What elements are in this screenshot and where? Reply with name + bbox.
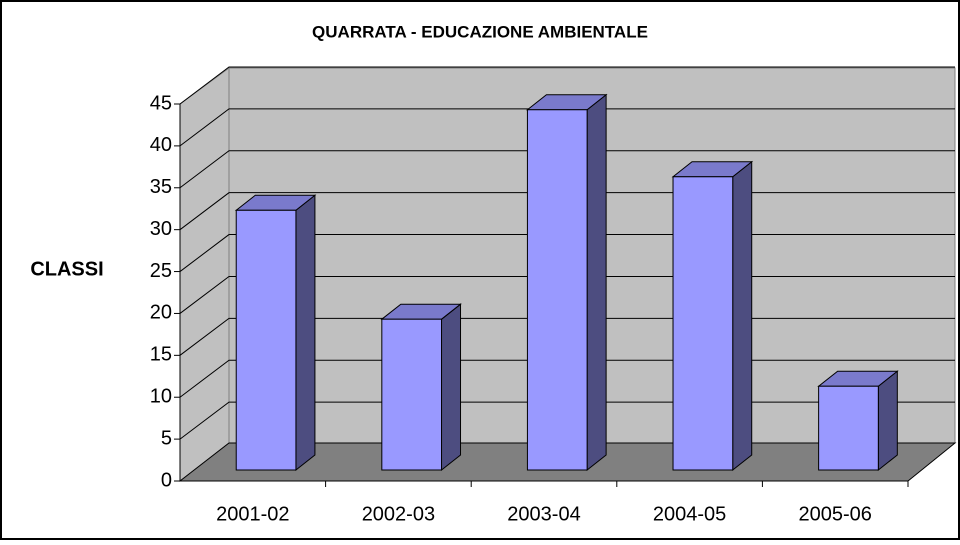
grid-line <box>179 66 955 105</box>
bar <box>818 385 879 471</box>
bar-side <box>586 93 607 472</box>
grid-line <box>179 150 955 189</box>
bar-side <box>441 303 462 472</box>
y-tick-label: 35 <box>150 176 172 198</box>
y-tick-label: 30 <box>150 218 172 240</box>
bar <box>381 318 443 471</box>
x-tick-label: 2004-05 <box>653 503 726 525</box>
y-tick-label: 15 <box>150 344 172 366</box>
x-tick-label: 2001-02 <box>216 503 289 525</box>
bar-side <box>295 194 316 472</box>
y-tick-label: 25 <box>150 260 172 282</box>
y-tick-label: 40 <box>150 134 172 156</box>
bar <box>526 109 588 471</box>
y-tick-label: 45 <box>150 92 172 114</box>
bar <box>235 209 297 471</box>
y-tick-label: 10 <box>150 386 172 408</box>
y-tick-label: 20 <box>150 302 172 324</box>
grid-line <box>179 108 955 147</box>
x-tick-label: 2005-06 <box>798 503 871 525</box>
y-tick-label: 0 <box>161 469 172 491</box>
chart-title: QUARRATA - EDUCAZIONE AMBIENTALE <box>312 22 648 41</box>
bar <box>672 176 734 471</box>
x-tick-label: 2003-04 <box>507 503 580 525</box>
side-wall <box>179 67 230 483</box>
bar-side <box>732 160 753 472</box>
x-tick-label: 2002-03 <box>362 503 435 525</box>
bar-side <box>877 370 898 472</box>
y-tick-label: 5 <box>161 427 172 449</box>
y-axis-label: CLASSI <box>30 258 103 280</box>
